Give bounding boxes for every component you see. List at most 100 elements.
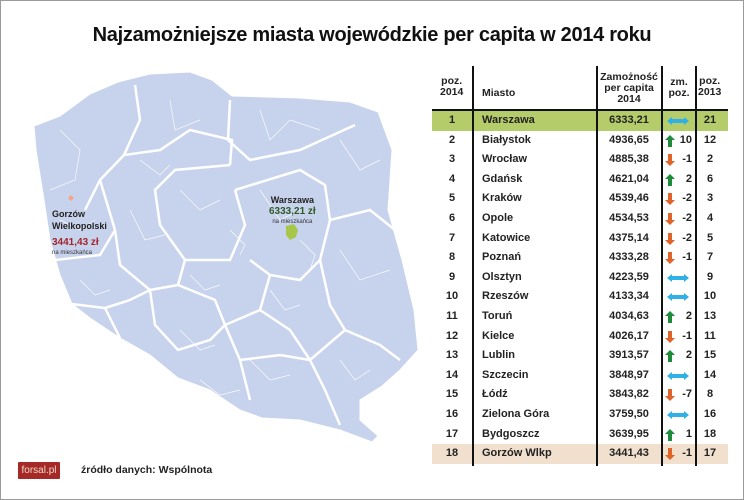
change-value: 2 (685, 309, 692, 322)
cell-pos-2014: 1 (448, 114, 456, 126)
gorzow-region (68, 195, 74, 201)
table-row: 14 Szczecin 3848,97 14 (432, 366, 728, 386)
change-value: -2 (682, 211, 692, 224)
arrow-down-icon (665, 232, 675, 245)
table-row: 4 Gdańsk 4621,04 2 6 (432, 170, 728, 190)
cell-city: Gdańsk (482, 172, 523, 185)
arrow-left-right-icon (667, 273, 689, 282)
table-row: 1 Warszawa 6333,21 21 (432, 111, 728, 131)
table-row: 2 Białystok 4936,65 10 12 (432, 131, 728, 151)
table-row: 11 Toruń 4034,63 2 13 (432, 307, 728, 327)
change-value: 2 (685, 172, 692, 185)
arrow-down-icon (665, 448, 675, 461)
cell-pos-2013: 16 (703, 407, 717, 420)
change-value: -1 (682, 251, 692, 264)
table-row: 18 Gorzów Wlkp 3441,43 -1 17 (432, 444, 728, 464)
gorzow-value: 3441,43 zł (52, 237, 99, 248)
warszawa-value: 6333,21 zł (269, 206, 316, 217)
column-divider (472, 66, 474, 466)
change-value: -2 (682, 192, 692, 205)
change-value: 1 (685, 427, 692, 440)
warszawa-unit: na mieszkańca (272, 219, 313, 225)
cell-pos-2014: 7 (448, 231, 456, 244)
arrow-left-right-icon (667, 410, 689, 419)
header-pos-2013: poz. 2013 (698, 75, 722, 98)
gorzow-unit: na mieszkańca (52, 250, 93, 256)
gorzow-name-line1: Gorzów (52, 209, 85, 219)
cell-city: Białystok (482, 133, 531, 146)
cell-city: Opole (482, 211, 514, 224)
cell-pos-2014: 17 (445, 427, 459, 440)
cell-pos-2013: 10 (703, 290, 717, 303)
cell-value: 3639,95 (609, 427, 649, 440)
cell-pos-2013: 3 (706, 192, 714, 205)
cell-pos-2014: 15 (445, 388, 459, 401)
table-row: 13 Lublin 3913,57 2 15 (432, 346, 728, 366)
cell-pos-2014: 13 (445, 349, 459, 362)
column-divider (661, 66, 663, 466)
ranking-table: poz. 2014 Miasto Zamożność per capita 2014 … (432, 66, 728, 466)
arrow-down-icon (665, 330, 675, 343)
poland-map: Gorzów Wielkopolski 3441,43 zł na mieszk… (0, 60, 420, 480)
gorzow-name-line2: Wielkopolski (52, 221, 107, 231)
arrow-up-icon (665, 310, 675, 323)
table-row: 17 Bydgoszcz 3639,95 1 18 (432, 425, 728, 445)
cell-value: 3843,82 (609, 388, 649, 401)
cell-pos-2013: 9 (706, 270, 714, 283)
change-value: -1 (682, 329, 692, 342)
cell-value: 4034,63 (609, 309, 649, 322)
table-row: 12 Kielce 4026,17 -1 11 (432, 327, 728, 347)
cell-city: Rzeszów (482, 290, 529, 303)
cell-pos-2014: 16 (445, 407, 459, 420)
cell-pos-2013: 7 (706, 251, 714, 264)
cell-pos-2014: 3 (448, 153, 456, 166)
table-row: 16 Zielona Góra 3759,50 16 (432, 405, 728, 425)
arrow-up-icon (665, 350, 675, 363)
cell-city: Olsztyn (482, 270, 522, 283)
page-title: Najzamożniejsze miasta wojewódzkie per c… (92, 24, 652, 46)
header-city: Miasto (482, 87, 516, 99)
cell-city: Szczecin (482, 368, 529, 381)
arrow-left-right-icon (667, 371, 689, 380)
change-value: -1 (682, 447, 692, 460)
poland-map-shape (33, 71, 419, 443)
cell-city: Łódź (482, 388, 508, 401)
cell-pos-2013: 14 (703, 368, 717, 381)
cell-pos-2013: 21 (703, 114, 717, 126)
table-row: 6 Opole 4534,53 -2 4 (432, 209, 728, 229)
cell-city: Poznań (482, 251, 522, 264)
cell-value: 4133,34 (609, 290, 649, 303)
map-label-warszawa: Warszawa 6333,21 zł na mieszkańca (269, 194, 316, 226)
cell-pos-2013: 11 (704, 329, 716, 342)
cell-value: 4621,04 (609, 172, 649, 185)
cell-value: 3441,43 (609, 447, 649, 460)
cell-value: 4936,65 (609, 133, 649, 146)
cell-pos-2013: 6 (706, 172, 714, 185)
cell-pos-2014: 6 (448, 211, 456, 224)
cell-city: Katowice (482, 231, 531, 244)
cell-value: 4026,17 (609, 329, 649, 342)
cell-pos-2013: 13 (703, 309, 717, 322)
warszawa-name: Warszawa (270, 195, 314, 205)
cell-value: 3913,57 (609, 349, 649, 362)
table-body: 1 Warszawa 6333,21 21 2 Białystok 4936,65 10 12 3… (432, 111, 728, 464)
cell-value: 4223,59 (609, 270, 649, 283)
cell-city: Zielona Góra (482, 407, 550, 420)
cell-value: 4885,38 (609, 153, 649, 166)
cell-city: Kraków (482, 192, 522, 205)
cell-value: 3848,97 (609, 368, 649, 381)
cell-value: 4333,28 (609, 251, 649, 264)
map-label-gorzow: Gorzów Wielkopolski 3441,43 zł na mieszk… (52, 208, 107, 257)
cell-pos-2013: 4 (706, 211, 714, 224)
column-divider (695, 66, 697, 466)
cell-value: 4375,14 (609, 231, 649, 244)
arrow-down-icon (665, 252, 675, 265)
cell-city: Gorzów Wlkp (482, 447, 552, 460)
change-value: -2 (682, 231, 692, 244)
change-value: 2 (685, 349, 692, 362)
arrow-down-icon (665, 389, 675, 402)
cell-city: Bydgoszcz (482, 427, 540, 440)
arrow-down-icon (665, 212, 675, 225)
cell-city: Lublin (482, 349, 515, 362)
warszawa-region (286, 224, 298, 240)
